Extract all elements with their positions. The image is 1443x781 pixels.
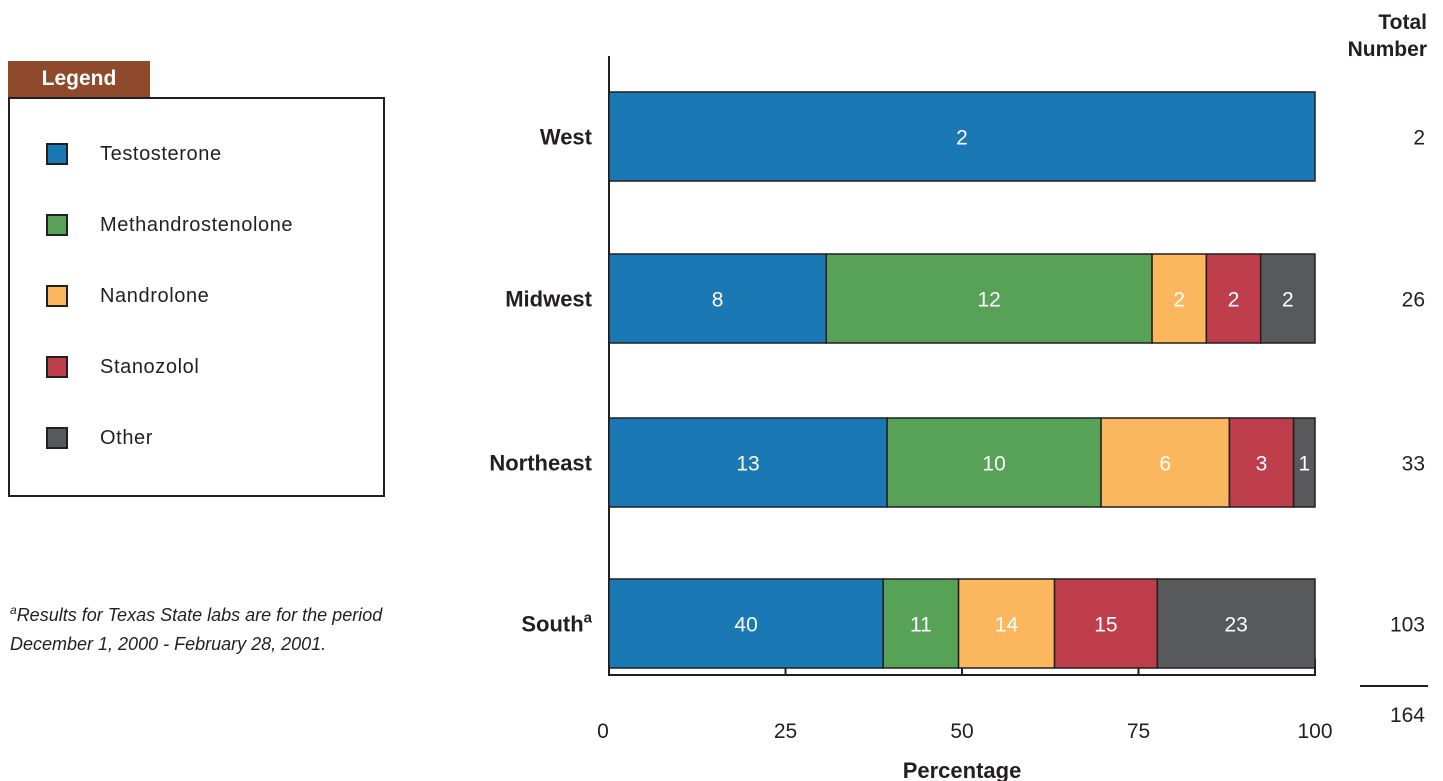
- legend-title: Legend: [8, 61, 150, 97]
- data-label-midwest-other: 2: [1282, 289, 1294, 312]
- total-number-midwest: 26: [1402, 289, 1425, 312]
- x-axis-label: Percentage: [903, 758, 1022, 781]
- x-tick-label-25: 25: [774, 720, 797, 743]
- data-label-south-nandrolone: 14: [995, 614, 1019, 637]
- data-label-midwest-testosterone: 8: [712, 289, 724, 312]
- bar-segment-midwest-nandrolone: [1151, 253, 1208, 344]
- category-label-northeast: Northeast: [489, 451, 592, 476]
- legend-item-nandrolone: Nandrolone: [46, 281, 209, 311]
- x-tick-label-0: 0: [597, 720, 609, 743]
- data-label-northeast-stanozolol: 3: [1256, 453, 1268, 476]
- legend-item-testosterone: Testosterone: [46, 139, 222, 169]
- bar-segment-northeast-other: [1292, 417, 1316, 508]
- data-label-northeast-nandrolone: 6: [1159, 453, 1171, 476]
- legend-label-nandrolone: Nandrolone: [100, 284, 210, 307]
- legend-item-stanozolol: Stanozolol: [46, 352, 199, 382]
- total-number-south: 103: [1390, 614, 1425, 637]
- legend-swatch-testosterone: [46, 143, 68, 165]
- grand-total: 164: [1390, 704, 1425, 727]
- total-number-west: 2: [1413, 127, 1425, 150]
- footnote: aResults for Texas State labs are for th…: [10, 596, 382, 659]
- legend-swatch-nandrolone: [46, 285, 68, 307]
- bar-segment-west-testosterone: [608, 91, 1316, 182]
- bar-segment-south-other: [1156, 578, 1316, 669]
- footnote-marker: a: [10, 603, 17, 617]
- bar-segment-midwest-stanozolol: [1205, 253, 1262, 344]
- x-tick-label-75: 75: [1127, 720, 1150, 743]
- bar-segment-south-testosterone: [608, 578, 884, 669]
- bar-segment-south-stanozolol: [1053, 578, 1159, 669]
- legend-swatch-methandrostenolone: [46, 214, 68, 236]
- data-label-south-testosterone: 40: [734, 614, 757, 637]
- total-number-northeast: 33: [1402, 453, 1425, 476]
- data-label-south-stanozolol: 15: [1094, 614, 1117, 637]
- legend-swatch-stanozolol: [46, 356, 68, 378]
- bar-segment-south-methandrostenolone: [882, 578, 960, 669]
- bar-segment-midwest-other: [1259, 253, 1316, 344]
- data-label-northeast-testosterone: 13: [736, 453, 759, 476]
- category-label-south: Southa: [521, 610, 592, 637]
- data-label-northeast-methandrostenolone: 10: [982, 453, 1005, 476]
- bar-segment-south-nandrolone: [957, 578, 1056, 669]
- legend-label-testosterone: Testosterone: [100, 142, 222, 165]
- bar-segment-midwest-testosterone: [608, 253, 827, 344]
- legend-label-methandrostenolone: Methandrostenolone: [100, 213, 294, 236]
- data-label-west-testosterone: 2: [956, 127, 968, 150]
- x-tick-label-50: 50: [950, 720, 973, 743]
- legend-item-methandrostenolone: Methandrostenolone: [46, 210, 293, 240]
- totals-header-line-2: Number: [1348, 38, 1427, 61]
- legend-label-other: Other: [100, 426, 154, 449]
- data-label-midwest-methandrostenolone: 12: [977, 289, 1000, 312]
- legend-swatch-other: [46, 427, 68, 449]
- category-label-midwest: Midwest: [505, 287, 592, 312]
- footnote-line-2: December 1, 2000 - February 28, 2001.: [10, 634, 327, 654]
- bar-segment-northeast-stanozolol: [1228, 417, 1295, 508]
- totals-header-line-1: Total: [1378, 11, 1427, 34]
- bar-segment-northeast-nandrolone: [1100, 417, 1231, 508]
- data-label-midwest-nandrolone: 2: [1173, 289, 1185, 312]
- data-label-south-other: 23: [1224, 614, 1247, 637]
- footnote-line-1: aResults for Texas State labs are for th…: [10, 596, 382, 630]
- bar-segment-midwest-methandrostenolone: [825, 253, 1153, 344]
- bar-segment-northeast-testosterone: [608, 417, 888, 508]
- category-label-west: West: [540, 125, 593, 150]
- data-label-midwest-stanozolol: 2: [1228, 289, 1240, 312]
- legend-label-stanozolol: Stanozolol: [100, 355, 200, 378]
- data-label-northeast-other: 1: [1298, 453, 1310, 476]
- footnote-text-1: Results for Texas State labs are for the…: [16, 605, 383, 625]
- legend-item-other: Other: [46, 423, 153, 453]
- data-label-south-methandrostenolone: 11: [910, 614, 932, 637]
- legend: Testosterone Methandrostenolone Nandrolo…: [8, 97, 385, 497]
- x-tick-label-100: 100: [1297, 720, 1332, 743]
